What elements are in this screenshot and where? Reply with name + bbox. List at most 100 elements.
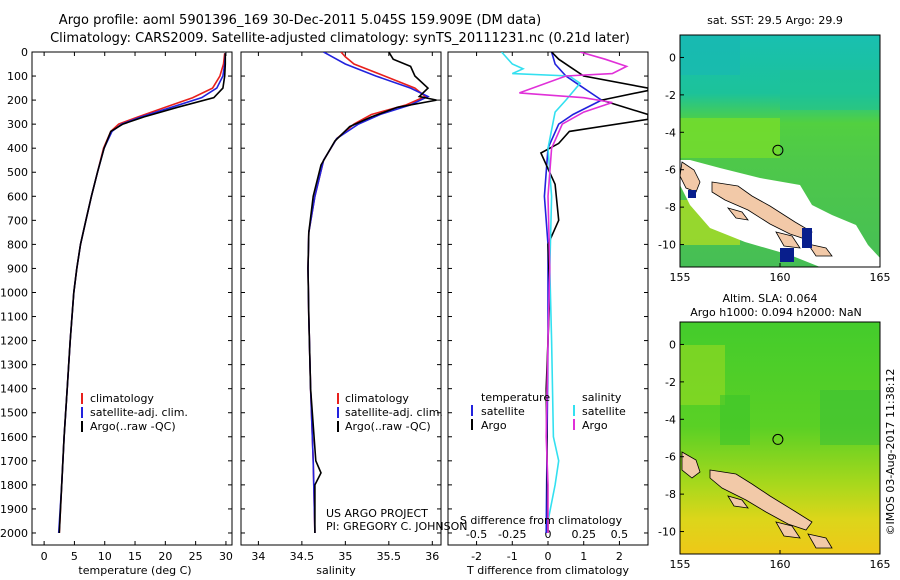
legend-argo-label: Argo(..raw -QC) [345, 420, 431, 433]
t-difference-axis-label: T difference from climatology [466, 564, 629, 577]
sst-warm-band [680, 118, 780, 158]
sla-argo-location-marker [772, 433, 784, 445]
sst-argo-location-marker [772, 144, 784, 156]
sst-patch [780, 70, 880, 110]
x-tick-label: 20 [158, 550, 172, 563]
salinity-legend: climatology satellite-adj. clim. Argo(..… [337, 392, 443, 433]
salinity-panel [240, 51, 442, 546]
depth-tick-label: 2000 [0, 527, 28, 540]
imos-credit: ©IMOS 03-Aug-2017 11:38:12 [884, 369, 897, 536]
series-line-temperature-argo [539, 52, 648, 534]
sla-land [681, 451, 701, 479]
depth-tick-label: 1500 [0, 407, 28, 420]
depth-tick-label: 700 [7, 214, 28, 227]
x-tick-label: 1 [580, 550, 587, 563]
depth-tick-label: 100 [7, 70, 28, 83]
sst-patch [680, 35, 740, 75]
sla-lat-tick-label: 0 [669, 338, 676, 351]
sla-lat-tick-label: -6 [665, 451, 676, 464]
sla-land [709, 469, 813, 531]
sla-lon-tick-label: 155 [670, 558, 691, 571]
sst-lat-tick-label: -6 [665, 164, 676, 177]
sla-lat-tick-label: -10 [658, 526, 676, 539]
temperature-panel [31, 51, 233, 546]
depth-tick-label: 900 [7, 262, 28, 275]
series-line-satellite [57, 53, 227, 534]
depth-tick-label: 1300 [0, 359, 28, 372]
sla-patch [820, 390, 880, 445]
s-tick-label: -0.5 [466, 528, 487, 541]
legend-salinity-heading: salinity [582, 391, 622, 404]
depth-tick-label: 0 [21, 46, 28, 59]
legend-argo-label: Argo(..raw -QC) [90, 420, 176, 433]
series-line-argo [307, 52, 437, 533]
depth-tick-label: 800 [7, 238, 28, 251]
x-tick-label: -2 [471, 550, 482, 563]
sst-lat-tick-label: 0 [669, 51, 676, 64]
sst-lon-tick-label: 160 [770, 271, 791, 284]
sst-map-title: sat. SST: 29.5 Argo: 29.9 [707, 14, 843, 27]
project-annotation-line1: US ARGO PROJECT [326, 507, 428, 520]
sst-lat-tick-label: -4 [665, 126, 676, 139]
sla-land [727, 495, 749, 509]
x-tick-label: 10 [98, 550, 112, 563]
sst-lon-tick-label: 165 [870, 271, 891, 284]
sla-land [775, 521, 801, 539]
legend-climatology-label: climatology [90, 392, 154, 405]
s-tick-label: 0.5 [611, 528, 629, 541]
sst-lat-tick-label: -10 [658, 239, 676, 252]
sla-lon-tick-label: 160 [770, 558, 791, 571]
x-tick-label: 25 [189, 550, 203, 563]
figure-title-line2: Climatology: CARS2009. Satellite-adjuste… [50, 31, 630, 46]
project-annotation-line2: PI: GREGORY C. JOHNSON [326, 520, 467, 533]
x-tick-label: 0 [545, 550, 552, 563]
sst-map [679, 34, 881, 268]
series-line-climatology [58, 53, 226, 534]
depth-tick-label: 200 [7, 94, 28, 107]
x-tick-label: 5 [71, 550, 78, 563]
depth-tick-label: 1700 [0, 455, 28, 468]
sst-land [775, 231, 801, 249]
x-tick-label: 2 [616, 550, 623, 563]
legend-climatology-label: climatology [345, 392, 409, 405]
figure-title-line1: Argo profile: aoml 5901396_169 30-Dec-20… [59, 13, 541, 28]
sla-patch [720, 395, 750, 445]
depth-tick-label: 300 [7, 118, 28, 131]
depth-tick-label: 1000 [0, 286, 28, 299]
depth-tick-label: 1100 [0, 311, 28, 324]
x-tick-label: -1 [507, 550, 518, 563]
depth-tick-label: 1900 [0, 503, 28, 516]
legend-temp-satellite-label: satellite [481, 405, 525, 418]
sla-patch [680, 345, 725, 405]
sst-dark-cell [780, 248, 794, 262]
temperature-legend: climatology satellite-adj. clim. Argo(..… [81, 392, 188, 433]
legend-temperature-heading: temperature [481, 391, 550, 404]
sla-lat-tick-label: -8 [665, 488, 676, 501]
depth-tick-label: 1400 [0, 383, 28, 396]
legend-temp-argo-label: Argo [481, 419, 507, 432]
sla-map-title-line2: Argo h1000: 0.094 h2000: NaN [690, 306, 862, 319]
s-tick-label: 0.25 [571, 528, 596, 541]
sst-lat-tick-label: -8 [665, 201, 676, 214]
series-line-salinity-satellite [501, 52, 582, 522]
legend-satellite-label: satellite-adj. clim. [90, 406, 188, 419]
s-difference-axis-label: S difference from climatology [460, 514, 623, 527]
sla-land [807, 533, 833, 549]
series-line-climatology [307, 52, 427, 534]
x-tick-label: 15 [128, 550, 142, 563]
x-tick-label: 0 [41, 550, 48, 563]
x-tick-label: 34.5 [290, 550, 315, 563]
sst-land [807, 243, 833, 257]
depth-tick-label: 1200 [0, 335, 28, 348]
series-line-salinity-argo [519, 52, 629, 533]
difference-legend: temperature satellite Argo salinity sate… [471, 391, 626, 432]
x-tick-label: 34 [251, 550, 265, 563]
depth-tick-label: 400 [7, 142, 28, 155]
x-tick-label: 35 [338, 550, 352, 563]
x-tick-label: 35.5 [377, 550, 402, 563]
x-tick-label: 36 [425, 550, 439, 563]
legend-sal-argo-label: Argo [582, 419, 608, 432]
salinity-axis-label: salinity [316, 564, 356, 577]
sst-dark-cell [802, 228, 812, 248]
